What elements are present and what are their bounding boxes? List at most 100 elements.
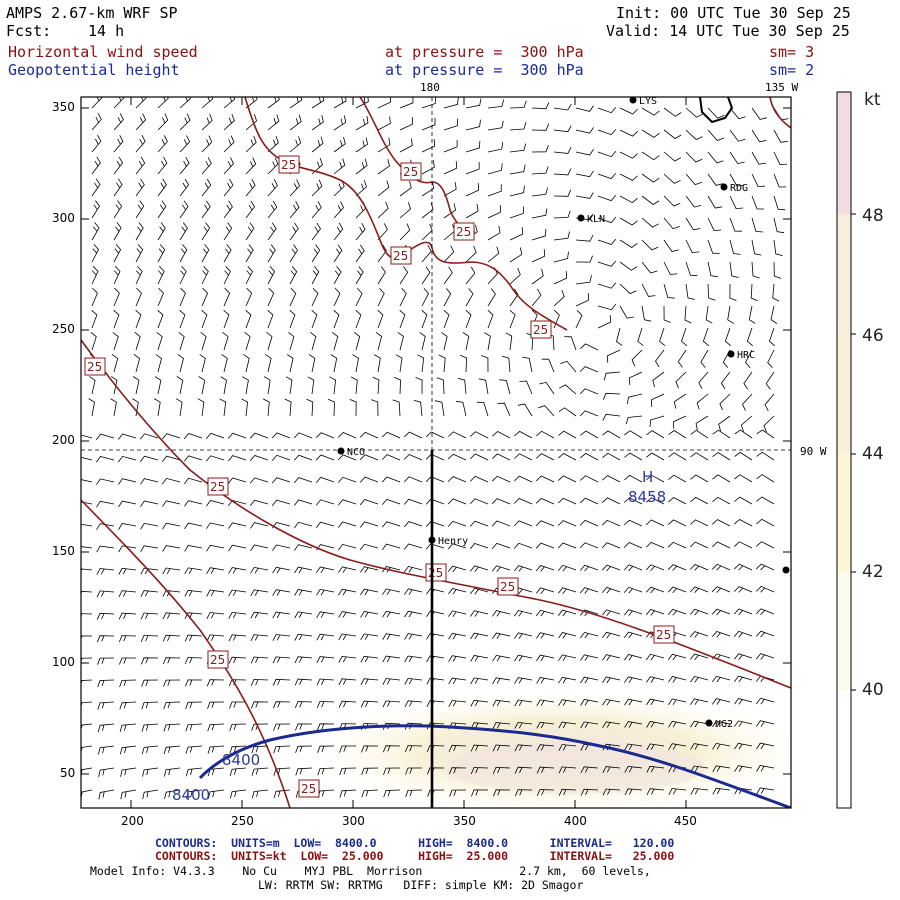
- wind-barb: [624, 765, 643, 773]
- wind-barb: [663, 195, 681, 207]
- wind-barb: [360, 566, 379, 573]
- wind-barb: [249, 477, 269, 484]
- wind-barb: [536, 766, 555, 774]
- wind-barb: [493, 789, 511, 797]
- wind-barb: [579, 564, 599, 572]
- wind-barb: [601, 586, 621, 594]
- wind-barb: [689, 631, 709, 638]
- wind-barb: [223, 113, 235, 131]
- station-marker: [428, 536, 436, 544]
- wind-barb: [470, 767, 489, 775]
- wind-barb: [649, 415, 665, 428]
- wind-barb: [381, 476, 401, 483]
- wind-barb: [623, 519, 643, 527]
- wind-barb: [597, 238, 617, 245]
- wind-barb: [624, 452, 643, 461]
- colorbar-label: 42: [862, 562, 884, 582]
- wind-barb: [619, 261, 638, 271]
- wind-barb: [359, 499, 379, 506]
- wind-barb: [536, 654, 555, 662]
- wind-barb: [457, 377, 467, 395]
- wind-barb: [646, 430, 665, 439]
- wind-barb: [81, 501, 93, 505]
- wind-barb: [185, 767, 203, 777]
- field1-name: Horizontal wind speed: [8, 43, 198, 61]
- wind-barb: [509, 227, 524, 241]
- wind-barb: [623, 564, 643, 572]
- wind-barb: [316, 656, 335, 663]
- wind-barb: [426, 588, 445, 595]
- wind-contour-label: 25: [428, 566, 443, 580]
- wind-barb: [201, 287, 209, 307]
- wind-barb: [294, 566, 313, 574]
- wind-barb: [663, 261, 678, 275]
- wind-barb: [179, 244, 188, 263]
- high-pressure-value: 8458: [628, 488, 666, 506]
- wind-barb: [492, 699, 511, 707]
- wind-barb: [623, 631, 643, 639]
- wind-barb: [748, 305, 756, 324]
- wind-barb: [425, 521, 445, 528]
- wind-barb: [163, 701, 181, 710]
- init-time: Init: 00 UTC Tue 30 Sep 25: [616, 4, 851, 22]
- wind-barb: [470, 453, 489, 461]
- wind-barb: [140, 590, 159, 597]
- wind-barb: [110, 398, 117, 417]
- wind-barb: [96, 568, 115, 575]
- wind-barb: [157, 222, 166, 241]
- wind-barb: [487, 205, 502, 219]
- wind-barb: [734, 474, 753, 483]
- station-marker: [337, 447, 345, 455]
- wind-barb: [311, 266, 320, 285]
- wind-barb: [579, 542, 599, 549]
- wind-barb: [164, 789, 181, 799]
- field2-smoothing: sm= 2: [769, 61, 815, 79]
- wind-barb: [465, 266, 476, 285]
- wind-barb: [375, 331, 383, 351]
- wind-barb: [756, 563, 775, 571]
- wind-barb: [157, 97, 169, 109]
- wind-barb: [140, 612, 159, 620]
- wind-barb: [219, 398, 227, 417]
- wind-barb: [294, 656, 313, 664]
- wind-contour: [81, 339, 791, 689]
- wind-barb: [601, 631, 621, 639]
- wind-barb: [447, 453, 467, 461]
- wind-barb: [619, 107, 638, 115]
- wind-barb: [514, 475, 533, 483]
- wind-barb: [668, 676, 687, 683]
- wind-barb: [492, 654, 511, 662]
- wind-barb: [729, 173, 744, 187]
- wind-barb: [141, 657, 159, 665]
- wind-barb: [220, 376, 227, 395]
- wind-barb: [163, 745, 181, 755]
- x-tick-label: 200: [121, 814, 144, 828]
- wind-barb: [765, 371, 775, 390]
- wind-barb: [403, 498, 423, 505]
- wind-barb: [535, 520, 555, 527]
- wind-barb: [381, 521, 401, 528]
- wind-barb: [372, 376, 380, 395]
- wind-barb: [223, 200, 233, 219]
- wind-barb: [377, 223, 388, 241]
- wind-barb: [514, 699, 533, 707]
- wind-barb: [770, 305, 778, 324]
- wind-barb: [361, 767, 379, 776]
- wind-barb: [668, 474, 687, 483]
- wind-barb: [698, 371, 709, 389]
- wind-barb: [519, 380, 533, 395]
- wind-barb: [597, 173, 617, 180]
- wind-barb: [245, 135, 257, 153]
- wind-barb: [641, 305, 652, 322]
- wind-barb: [707, 173, 723, 186]
- wind-barb: [339, 745, 356, 753]
- wind-barb: [668, 743, 687, 751]
- wind-barb: [163, 723, 181, 732]
- wind-barb: [250, 634, 269, 642]
- wind-barb: [509, 206, 524, 219]
- wind-barb: [514, 632, 533, 639]
- wind-barb: [619, 305, 634, 319]
- wind-barb: [339, 789, 357, 798]
- wind-barb: [729, 217, 742, 232]
- wind-barb: [509, 247, 523, 263]
